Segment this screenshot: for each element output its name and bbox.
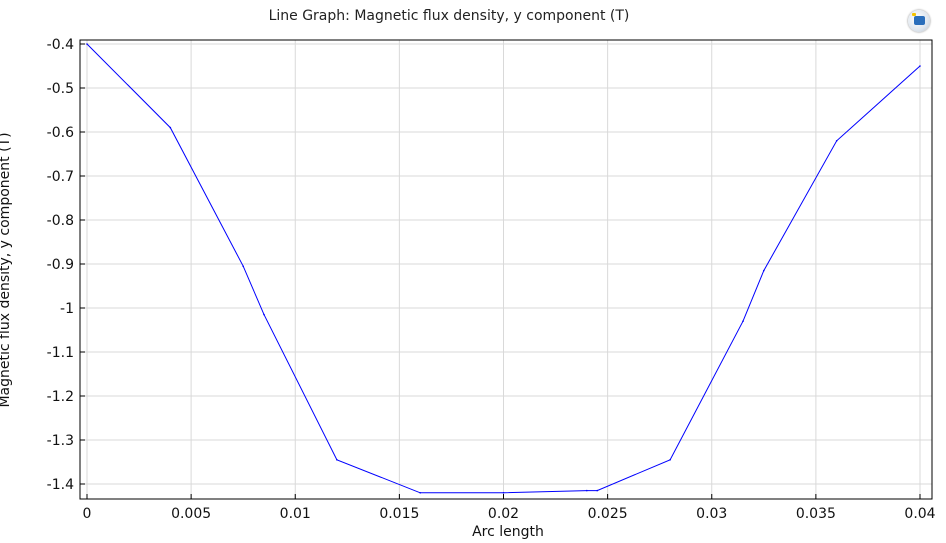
y-tick-label: -0.6 [47,125,74,141]
plot-frame [79,39,933,500]
data-point [86,43,88,45]
y-axis-ticks: -0.4 -0.5 -0.6 -0.7 -0.8 -0.9 -1 -1.1 -1.2 -1.3 -1… [47,37,85,493]
data-point [596,489,599,492]
chart-title: Line Graph: Magnetic flux density, y com… [269,8,630,24]
y-tick-label: -1.1 [47,345,74,361]
data-point [835,140,838,142]
y-tick-label: -0.4 [47,37,74,53]
logo-highlight [912,13,916,16]
x-tick-label: 0.035 [796,506,836,522]
data-point [586,489,588,492]
data-point [169,126,172,129]
x-tick-label: 0.02 [488,506,519,522]
y-tick-label: -1.2 [47,389,74,405]
series-line [86,43,921,494]
y-tick-label: -0.9 [47,257,74,273]
x-axis-label: Arc length [472,524,544,540]
logo-window-shape [914,16,925,25]
y-axis-label: Magnetic flux density, y component (T) [0,132,13,407]
x-tick-label: 0 [83,506,92,522]
x-tick-label: 0.03 [696,506,727,522]
data-series [86,43,921,494]
x-tick-label: 0.04 [904,506,935,522]
data-point [242,265,244,268]
data-point [419,492,422,494]
data-point [742,320,744,323]
data-point [263,313,265,316]
x-tick-label: 0.025 [588,506,628,522]
y-tick-label: -0.5 [47,81,74,97]
x-axis-ticks: 0 0.005 0.01 0.015 0.02 0.025 0.03 0.035 0.04 [83,494,936,522]
x-tick-label: 0.005 [171,506,211,522]
y-tick-label: -1.4 [47,477,74,493]
comsol-graphics-icon[interactable] [908,10,930,32]
data-point [919,65,921,67]
data-point [336,459,338,461]
data-point [669,459,671,461]
y-tick-label: -1 [60,301,74,317]
x-tick-label: 0.015 [379,506,419,522]
data-point [763,269,765,272]
x-tick-label: 0.01 [280,506,311,522]
data-point [502,492,505,494]
y-tick-label: -1.3 [47,433,74,449]
y-tick-label: -0.8 [47,213,74,229]
grid [80,40,932,499]
y-tick-label: -0.7 [47,169,74,185]
